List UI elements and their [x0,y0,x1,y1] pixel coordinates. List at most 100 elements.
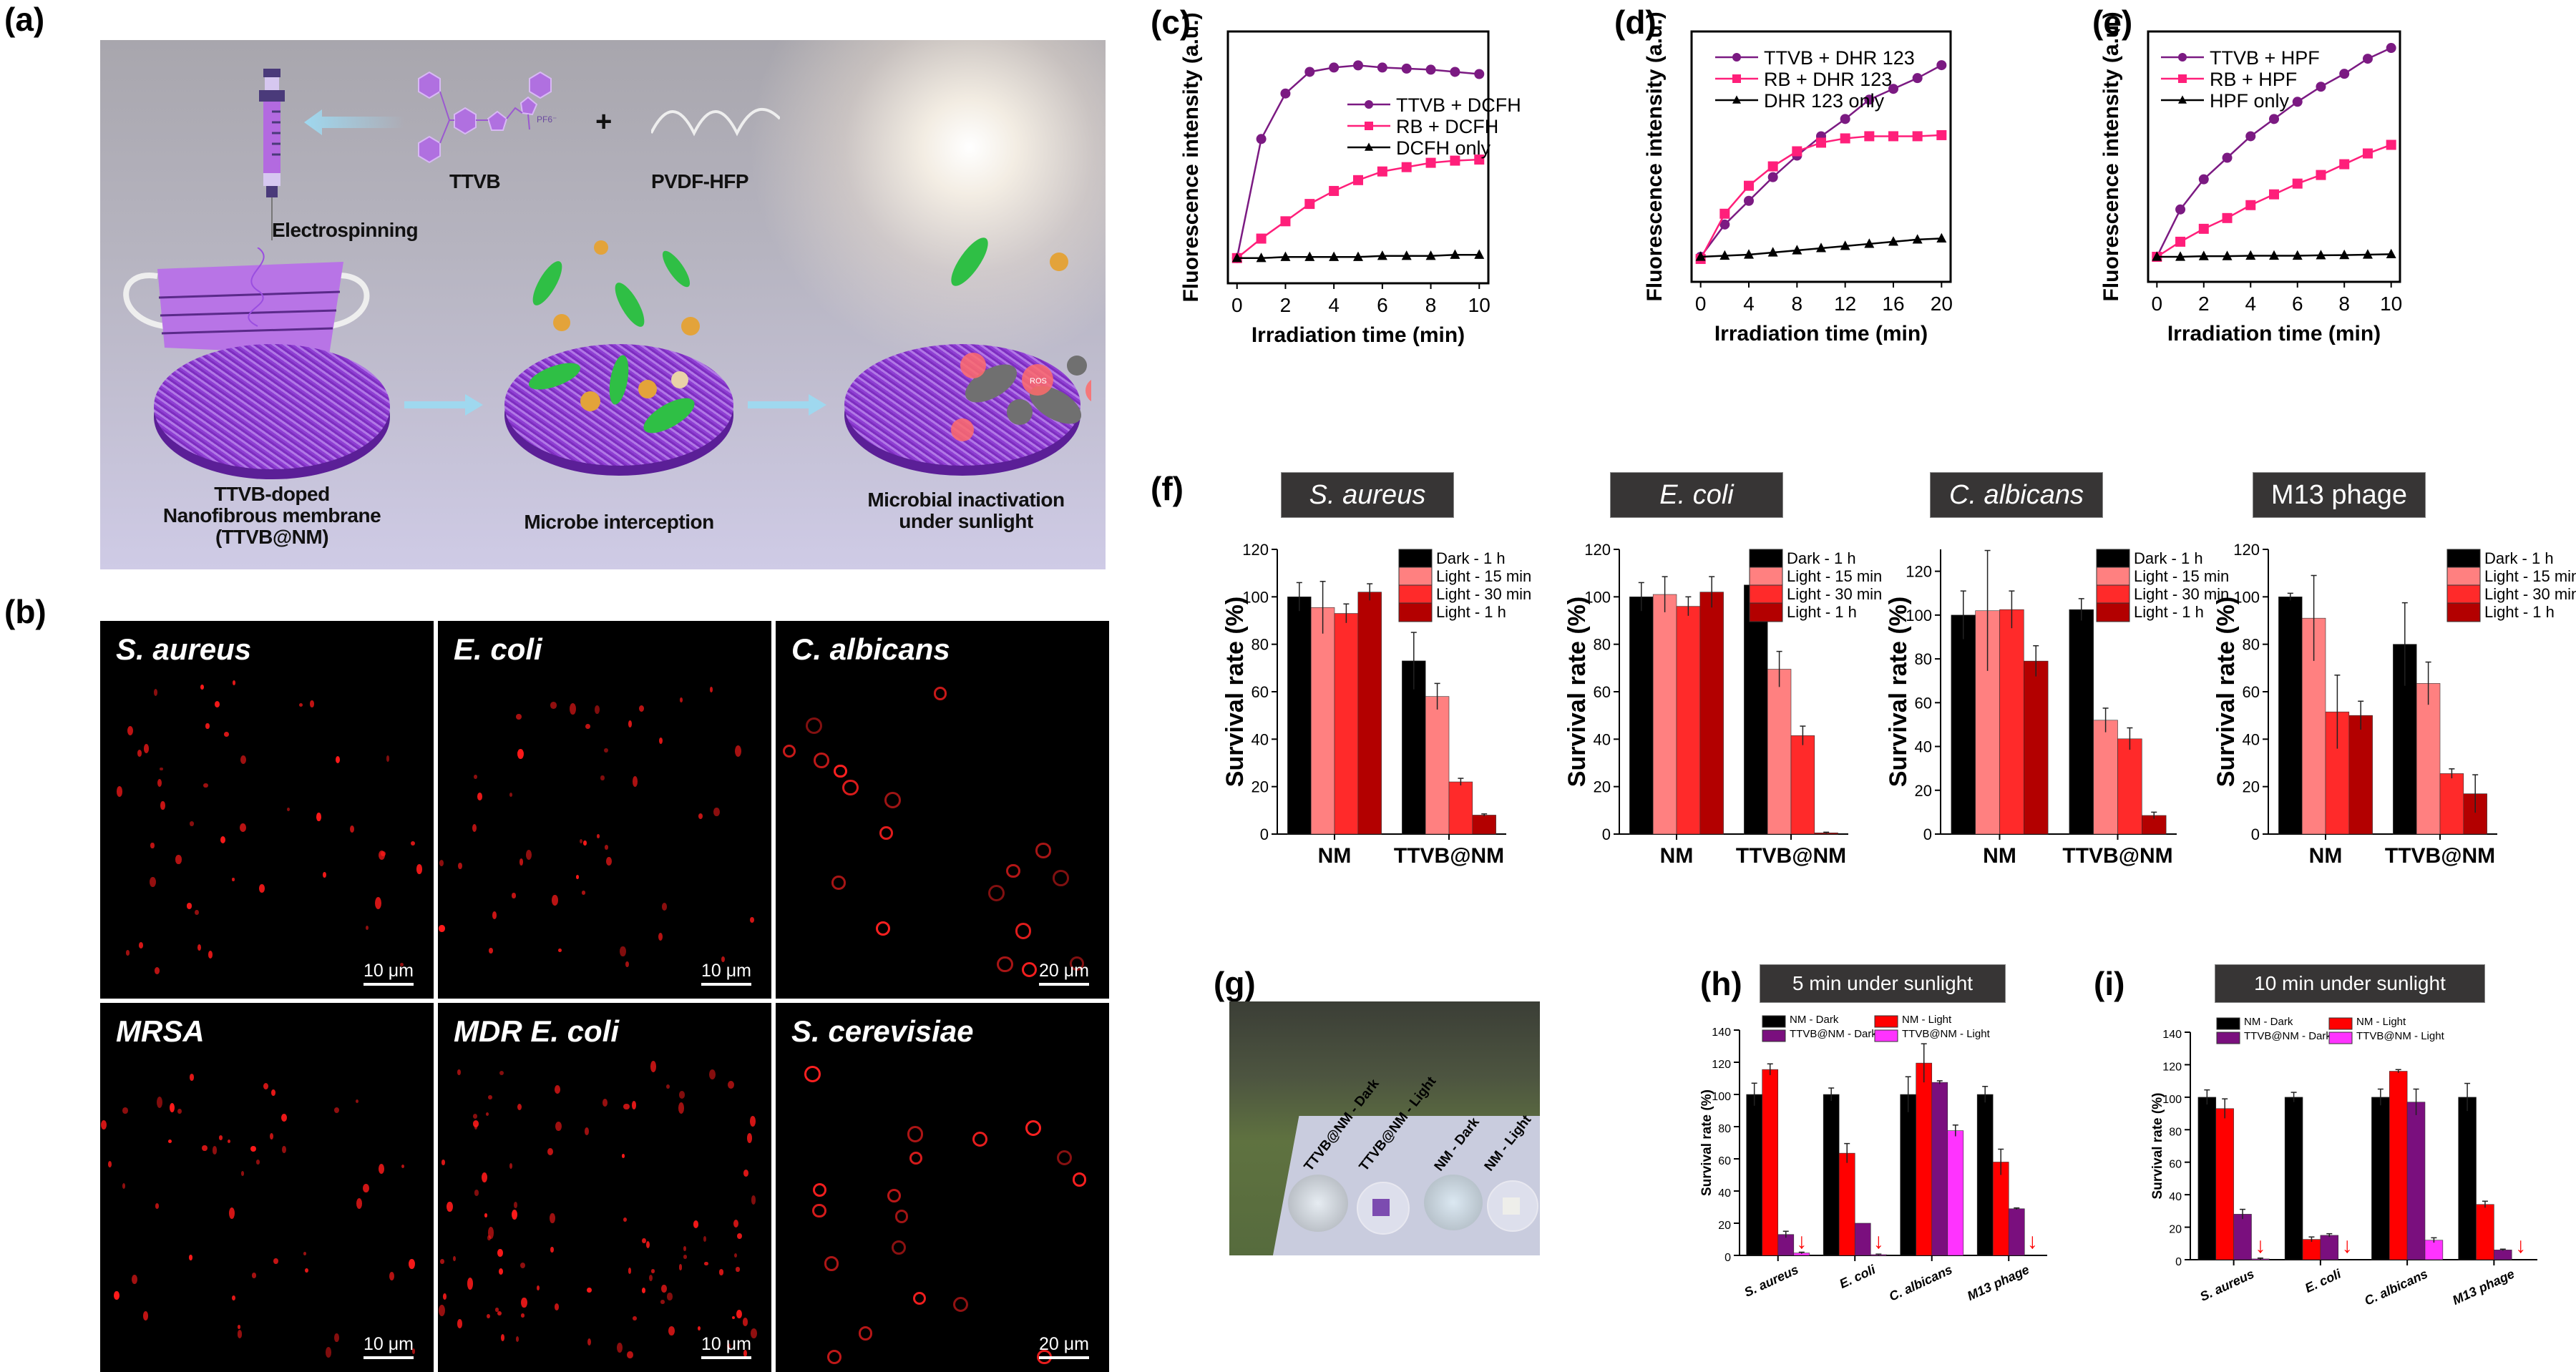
cell-dot [517,748,524,760]
cell-dot [972,1132,988,1147]
cell-dot [575,874,580,879]
cell-dot [487,1227,494,1239]
y-axis-label: Fluorescence intensity (a.u.) [1643,11,1667,301]
y-tick-label: 80 [2169,1126,2182,1138]
x-tick-label: C. albicans [1887,1262,1955,1303]
series-line [1700,237,1942,258]
cell-dot [237,1330,243,1338]
data-point-circle [1474,69,1485,79]
arrow-left-icon [304,109,404,135]
reduction-arrow: ↓ [1796,1230,1807,1253]
legend-swatch [1749,549,1783,569]
data-point-circle [2178,53,2187,62]
data-point-circle [1767,172,1778,182]
bar [2215,1108,2234,1260]
bar [2439,773,2464,835]
cell-dot [335,756,340,764]
bar [2393,644,2417,835]
cell-dot [698,1326,701,1331]
y-tick-label: 40 [2169,1191,2182,1203]
series-line [2157,253,2391,258]
y-tick-label: 60 [1718,1155,1731,1167]
cell-dot [831,876,846,890]
foil-dish-nm-dark [1424,1175,1483,1230]
cell-dot [203,783,209,788]
cell-dot [487,1313,491,1319]
micrograph-tile: C. albicans 20 μm [776,621,1109,999]
data-point-circle [1280,88,1291,99]
cell-dot [410,841,416,846]
cell-dot [632,1101,637,1109]
legend-label: Light - 30 min [2134,585,2229,603]
data-point-triangle [1377,250,1387,260]
x-tick-label: E. coli [2303,1266,2343,1295]
legend-label: Light - 15 min [2134,567,2229,585]
y-tick-label: 120 [1584,541,1611,559]
cell-dot [834,764,847,778]
chart-e: 0 2 4 6 8 10 Irradiation time (min) Fluorescenc… [2099,11,2402,346]
y-tick-label: 0 [2251,825,2260,843]
cell-dot [987,884,1005,902]
petri-dish-nm-light [1487,1180,1538,1232]
cell-dot [604,845,609,851]
data-point-triangle [2362,249,2373,259]
cell-dot [550,1247,554,1253]
cell-dot [515,1336,519,1342]
cell-dot [160,767,163,771]
data-point-triangle [1840,240,1850,250]
bar [2406,1102,2426,1260]
chart-title: C. albicans [1930,472,2103,518]
cell-dot [379,850,385,860]
cell-dot [693,1220,699,1228]
y-axis-label: Survival rate (%) [1885,597,1912,787]
cell-dot [632,775,638,787]
plot-frame [2147,30,2401,283]
bar [2494,1250,2512,1260]
cell-dot [474,1190,479,1196]
step3-line1: Microbial inactivation [867,489,1065,511]
cell-dot [258,884,265,893]
data-point-circle [1231,253,1242,263]
cell-dot [668,1326,675,1336]
cell-dot [399,962,404,966]
cell-dot [189,1255,192,1260]
cell-dot [363,1184,369,1193]
cell-dot [334,1333,339,1343]
bar [1767,669,1792,835]
data-point-square [2269,189,2279,200]
y-axis-label: Survival rate (%) [1699,1089,1714,1196]
data-point-triangle [1695,251,1706,261]
ttvb-label: TTVB [449,170,501,192]
cell-dot [355,1099,359,1104]
bar [1334,613,1359,835]
y-tick-label: 100 [1584,588,1611,606]
scale-bar-line [701,983,751,986]
x-axis-label: Irradiation time (min) [1714,322,1928,346]
cell-dot [509,792,513,798]
data-point-circle [2339,69,2350,79]
cell-dot [378,1164,384,1175]
scale-bar: 10 μm [701,961,751,986]
y-axis-label: Survival rate (%) [2150,1093,2165,1200]
cell-dot [736,1309,743,1319]
panel-label-b: (b) [4,593,47,630]
cell-dot [650,1269,655,1274]
data-point-circle [2245,131,2256,142]
data-point-triangle [1450,249,1460,259]
micrograph-label: E. coli [454,632,542,666]
purple-membrane [1372,1199,1390,1216]
data-point-square [1767,161,1778,172]
y-tick-label: 0 [2175,1256,2182,1268]
fabrication-scheme: PF6⁻ TTVB + PVDF-HFP Electrospinning ROS… [100,40,1106,569]
scale-bar: 10 μm [364,1334,414,1359]
cell-dot [520,1313,525,1318]
data-point-square [2178,74,2187,83]
x-tick-label: 6 [1377,294,1388,316]
data-point-triangle [2316,250,2326,260]
cell-dot [550,1212,555,1224]
data-point-circle [1816,131,1826,142]
data-point-triangle [1744,249,1755,259]
y-axis-label: Survival rate (%) [1221,597,1249,787]
